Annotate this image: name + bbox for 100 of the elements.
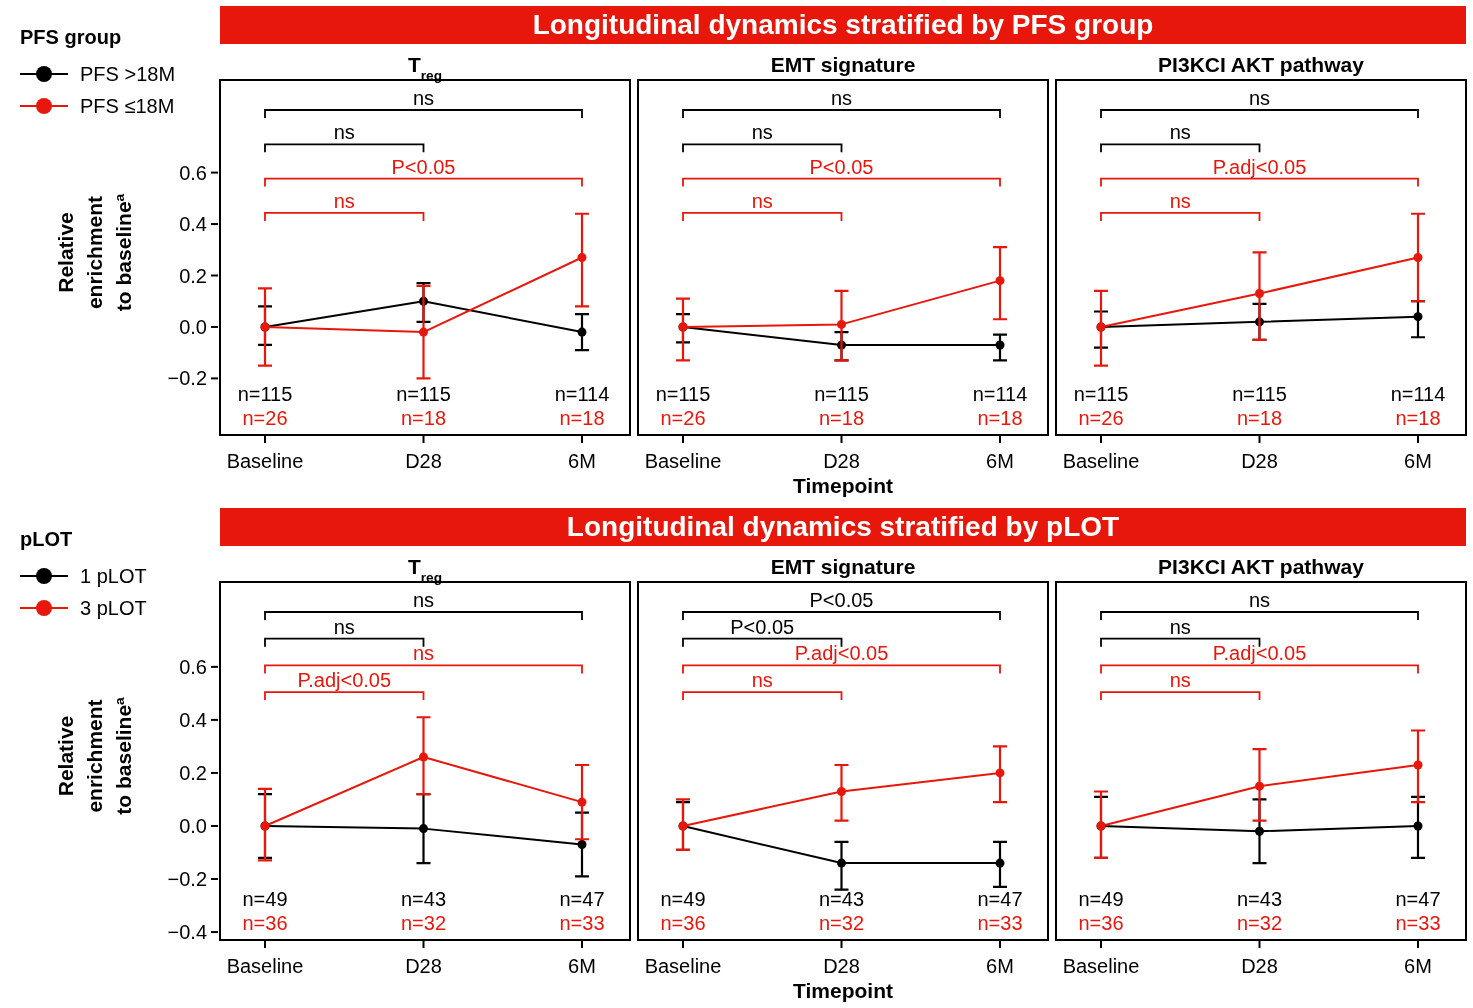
- annotation: ns: [830, 87, 853, 109]
- x-tick-label: 6M: [986, 955, 1014, 977]
- y-tick-label: 0.4: [179, 213, 207, 236]
- x-tick-label: 6M: [986, 450, 1014, 472]
- annotation: n=32: [1236, 912, 1283, 934]
- y-tick-label: −0.4: [167, 921, 207, 944]
- annotation: n=43: [818, 888, 865, 910]
- point: [1255, 781, 1264, 791]
- point: [837, 858, 846, 868]
- annotation: ns: [333, 615, 355, 638]
- chart-subtitle: Longitudinal dynamics stratified by PFS group: [532, 9, 1154, 40]
- annotation: n=33: [1395, 912, 1441, 934]
- legend-label: PFS ≤18M: [80, 95, 175, 117]
- annotation: n=18: [1236, 407, 1283, 429]
- y-tick-label: −0.2: [167, 367, 207, 390]
- annotation: n=32: [818, 912, 865, 934]
- annotation: ns: [412, 642, 435, 665]
- annotation: ns: [1248, 589, 1271, 611]
- point: [1413, 821, 1423, 831]
- annotation: n=114: [1390, 383, 1446, 405]
- x-axis-title: Timepoint: [793, 979, 893, 1002]
- y-tick-label: 0.6: [179, 161, 207, 184]
- annotation: P.adj<0.05: [297, 669, 392, 692]
- point: [1413, 312, 1423, 322]
- x-tick-label: Baseline: [1062, 450, 1140, 472]
- annotation: P<0.05: [809, 589, 874, 611]
- point: [1255, 826, 1264, 836]
- point: [419, 752, 428, 762]
- y-tick-label: 0.6: [179, 655, 207, 678]
- chart-title: EMT signature: [770, 53, 916, 76]
- x-tick-label: Baseline: [644, 955, 722, 977]
- legend-title: PFS group: [20, 26, 122, 48]
- annotation: P<0.05: [730, 615, 795, 638]
- annotation: n=18: [400, 407, 447, 429]
- annotation: n=18: [818, 407, 865, 429]
- annotation: n=26: [1078, 407, 1124, 429]
- annotation: ns: [412, 87, 435, 109]
- annotation: ns: [333, 189, 355, 212]
- x-tick-label: 6M: [1404, 450, 1432, 472]
- point: [577, 253, 587, 262]
- y-tick-label: 0.0: [179, 814, 207, 837]
- annotation: n=32: [400, 912, 447, 934]
- y-tick-label: −0.2: [167, 868, 207, 891]
- point: [419, 824, 428, 834]
- annotation: ns: [333, 121, 355, 144]
- y-tick-label: 0.4: [179, 708, 207, 731]
- annotation: n=36: [660, 912, 706, 934]
- annotation: ns: [412, 589, 435, 611]
- annotation: n=18: [559, 407, 605, 429]
- annotation: n=115: [1232, 383, 1287, 405]
- point: [419, 327, 428, 337]
- x-tick-label: Baseline: [644, 450, 722, 472]
- y-tick-label: 0.2: [179, 761, 207, 784]
- annotation: n=115: [814, 383, 869, 405]
- annotation: n=33: [977, 912, 1023, 934]
- x-tick-label: D28: [405, 450, 442, 472]
- annotation: n=18: [977, 407, 1023, 429]
- annotation: n=43: [1236, 888, 1283, 910]
- x-axis-title: Timepoint: [793, 474, 893, 497]
- annotation: n=36: [242, 912, 288, 934]
- annotation: n=47: [559, 888, 605, 910]
- annotation: n=114: [554, 383, 610, 405]
- annotation: n=36: [1078, 912, 1124, 934]
- annotation: n=49: [660, 888, 706, 910]
- annotation: ns: [751, 121, 773, 144]
- x-tick-label: D28: [823, 450, 860, 472]
- point: [1413, 253, 1423, 262]
- chart-title: PI3KCI AKT pathway: [1158, 555, 1365, 578]
- annotation: ns: [1169, 615, 1191, 638]
- annotation: n=26: [242, 407, 288, 429]
- annotation: P<0.05: [809, 155, 874, 178]
- annotation: n=33: [559, 912, 605, 934]
- annotation: n=114: [972, 383, 1028, 405]
- point: [1413, 760, 1423, 770]
- x-tick-label: D28: [1241, 450, 1278, 472]
- annotation: n=115: [655, 383, 711, 405]
- point: [1255, 289, 1264, 299]
- legend-label: PFS >18M: [80, 63, 176, 85]
- annotation: n=26: [660, 407, 706, 429]
- x-tick-label: D28: [405, 955, 442, 977]
- x-tick-label: Baseline: [226, 955, 304, 977]
- annotation: n=49: [1078, 888, 1124, 910]
- annotation: P.adj<0.05: [1212, 155, 1307, 178]
- annotation: n=47: [977, 888, 1023, 910]
- annotation: n=18: [1395, 407, 1441, 429]
- annotation: ns: [751, 189, 773, 212]
- point: [837, 787, 846, 796]
- point: [577, 797, 587, 807]
- point: [995, 276, 1005, 286]
- x-tick-label: D28: [1241, 955, 1278, 977]
- x-tick-label: Baseline: [226, 450, 304, 472]
- annotation: ns: [1248, 87, 1271, 109]
- point: [995, 768, 1005, 778]
- point: [837, 319, 846, 329]
- y-tick-label: 0.0: [179, 315, 207, 338]
- annotation: P.adj<0.05: [1212, 642, 1307, 665]
- x-tick-label: Baseline: [1062, 955, 1140, 977]
- point: [577, 327, 587, 337]
- annotation: n=47: [1395, 888, 1441, 910]
- annotation: ns: [1169, 669, 1191, 692]
